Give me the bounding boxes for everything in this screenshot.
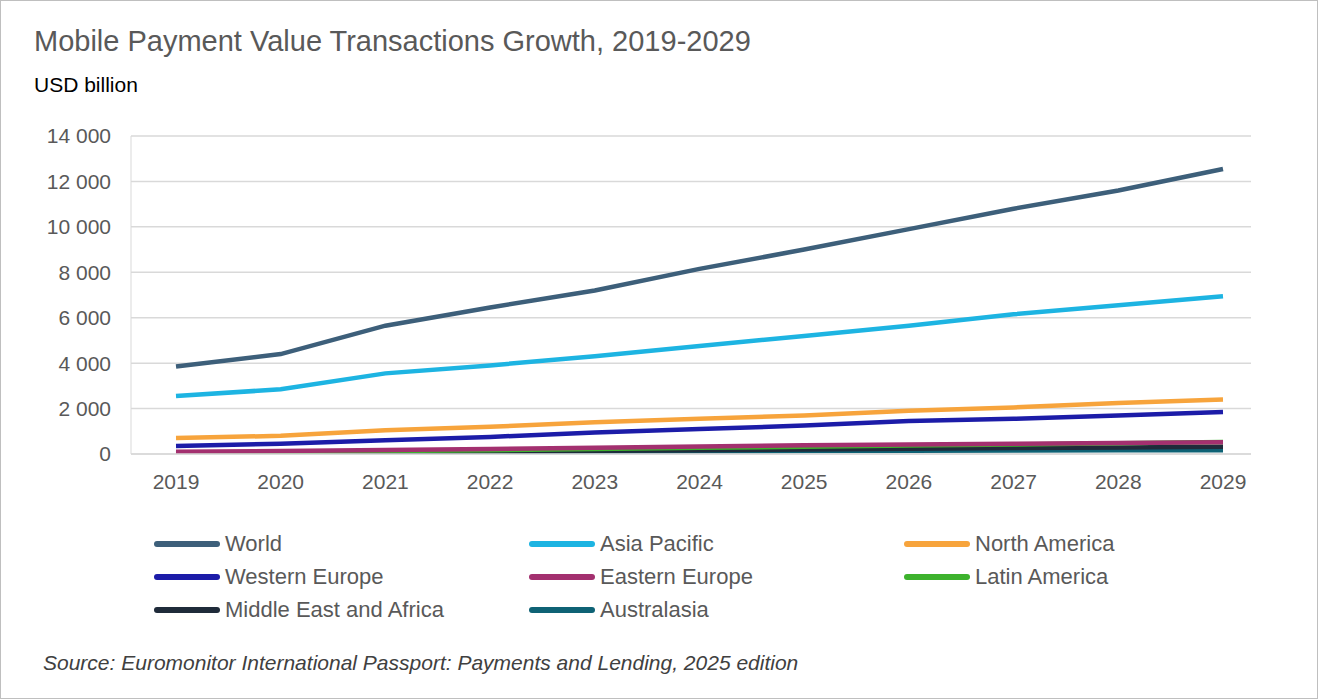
svg-text:2022: 2022 (467, 470, 514, 493)
svg-text:6 000: 6 000 (58, 306, 111, 329)
html-text:Eastern Europe: Eastern Europe (600, 563, 753, 589)
svg-text:2020: 2020 (257, 470, 304, 493)
html-text:Australasia: Australasia (600, 596, 709, 622)
svg-text:12 000: 12 000 (47, 170, 111, 193)
svg-text:0: 0 (99, 442, 111, 465)
html-text:USD billion: USD billion (34, 73, 138, 96)
svg-text:8 000: 8 000 (58, 261, 111, 284)
svg-text:2029: 2029 (1200, 470, 1247, 493)
html-text:North America: North America (975, 530, 1115, 556)
html-text:Middle East and Africa: Middle East and Africa (225, 596, 444, 622)
html-text:Asia Pacific: Asia Pacific (600, 530, 714, 556)
svg-text:2 000: 2 000 (58, 397, 111, 420)
html-text:Latin America: Latin America (975, 563, 1109, 589)
svg-text:2021: 2021 (362, 470, 409, 493)
html-text:Source: Euromonitor Internatio: Source: Euromonitor International Passpo… (43, 651, 799, 674)
html-text:Western Europe: Western Europe (225, 563, 384, 589)
svg-text:2023: 2023 (571, 470, 618, 493)
html-text:Mobile Payment Value Transacti: Mobile Payment Value Transactions Growth… (34, 25, 751, 57)
html-text:World: World (225, 530, 283, 556)
svg-text:2024: 2024 (676, 470, 723, 493)
svg-text:2026: 2026 (886, 470, 933, 493)
svg-text:2028: 2028 (1095, 470, 1142, 493)
svg-text:4 000: 4 000 (58, 352, 111, 375)
svg-text:2019: 2019 (153, 470, 200, 493)
svg-text:2027: 2027 (990, 470, 1037, 493)
svg-text:14 000: 14 000 (47, 124, 111, 147)
svg-text:10 000: 10 000 (47, 215, 111, 238)
svg-text:2025: 2025 (781, 470, 828, 493)
